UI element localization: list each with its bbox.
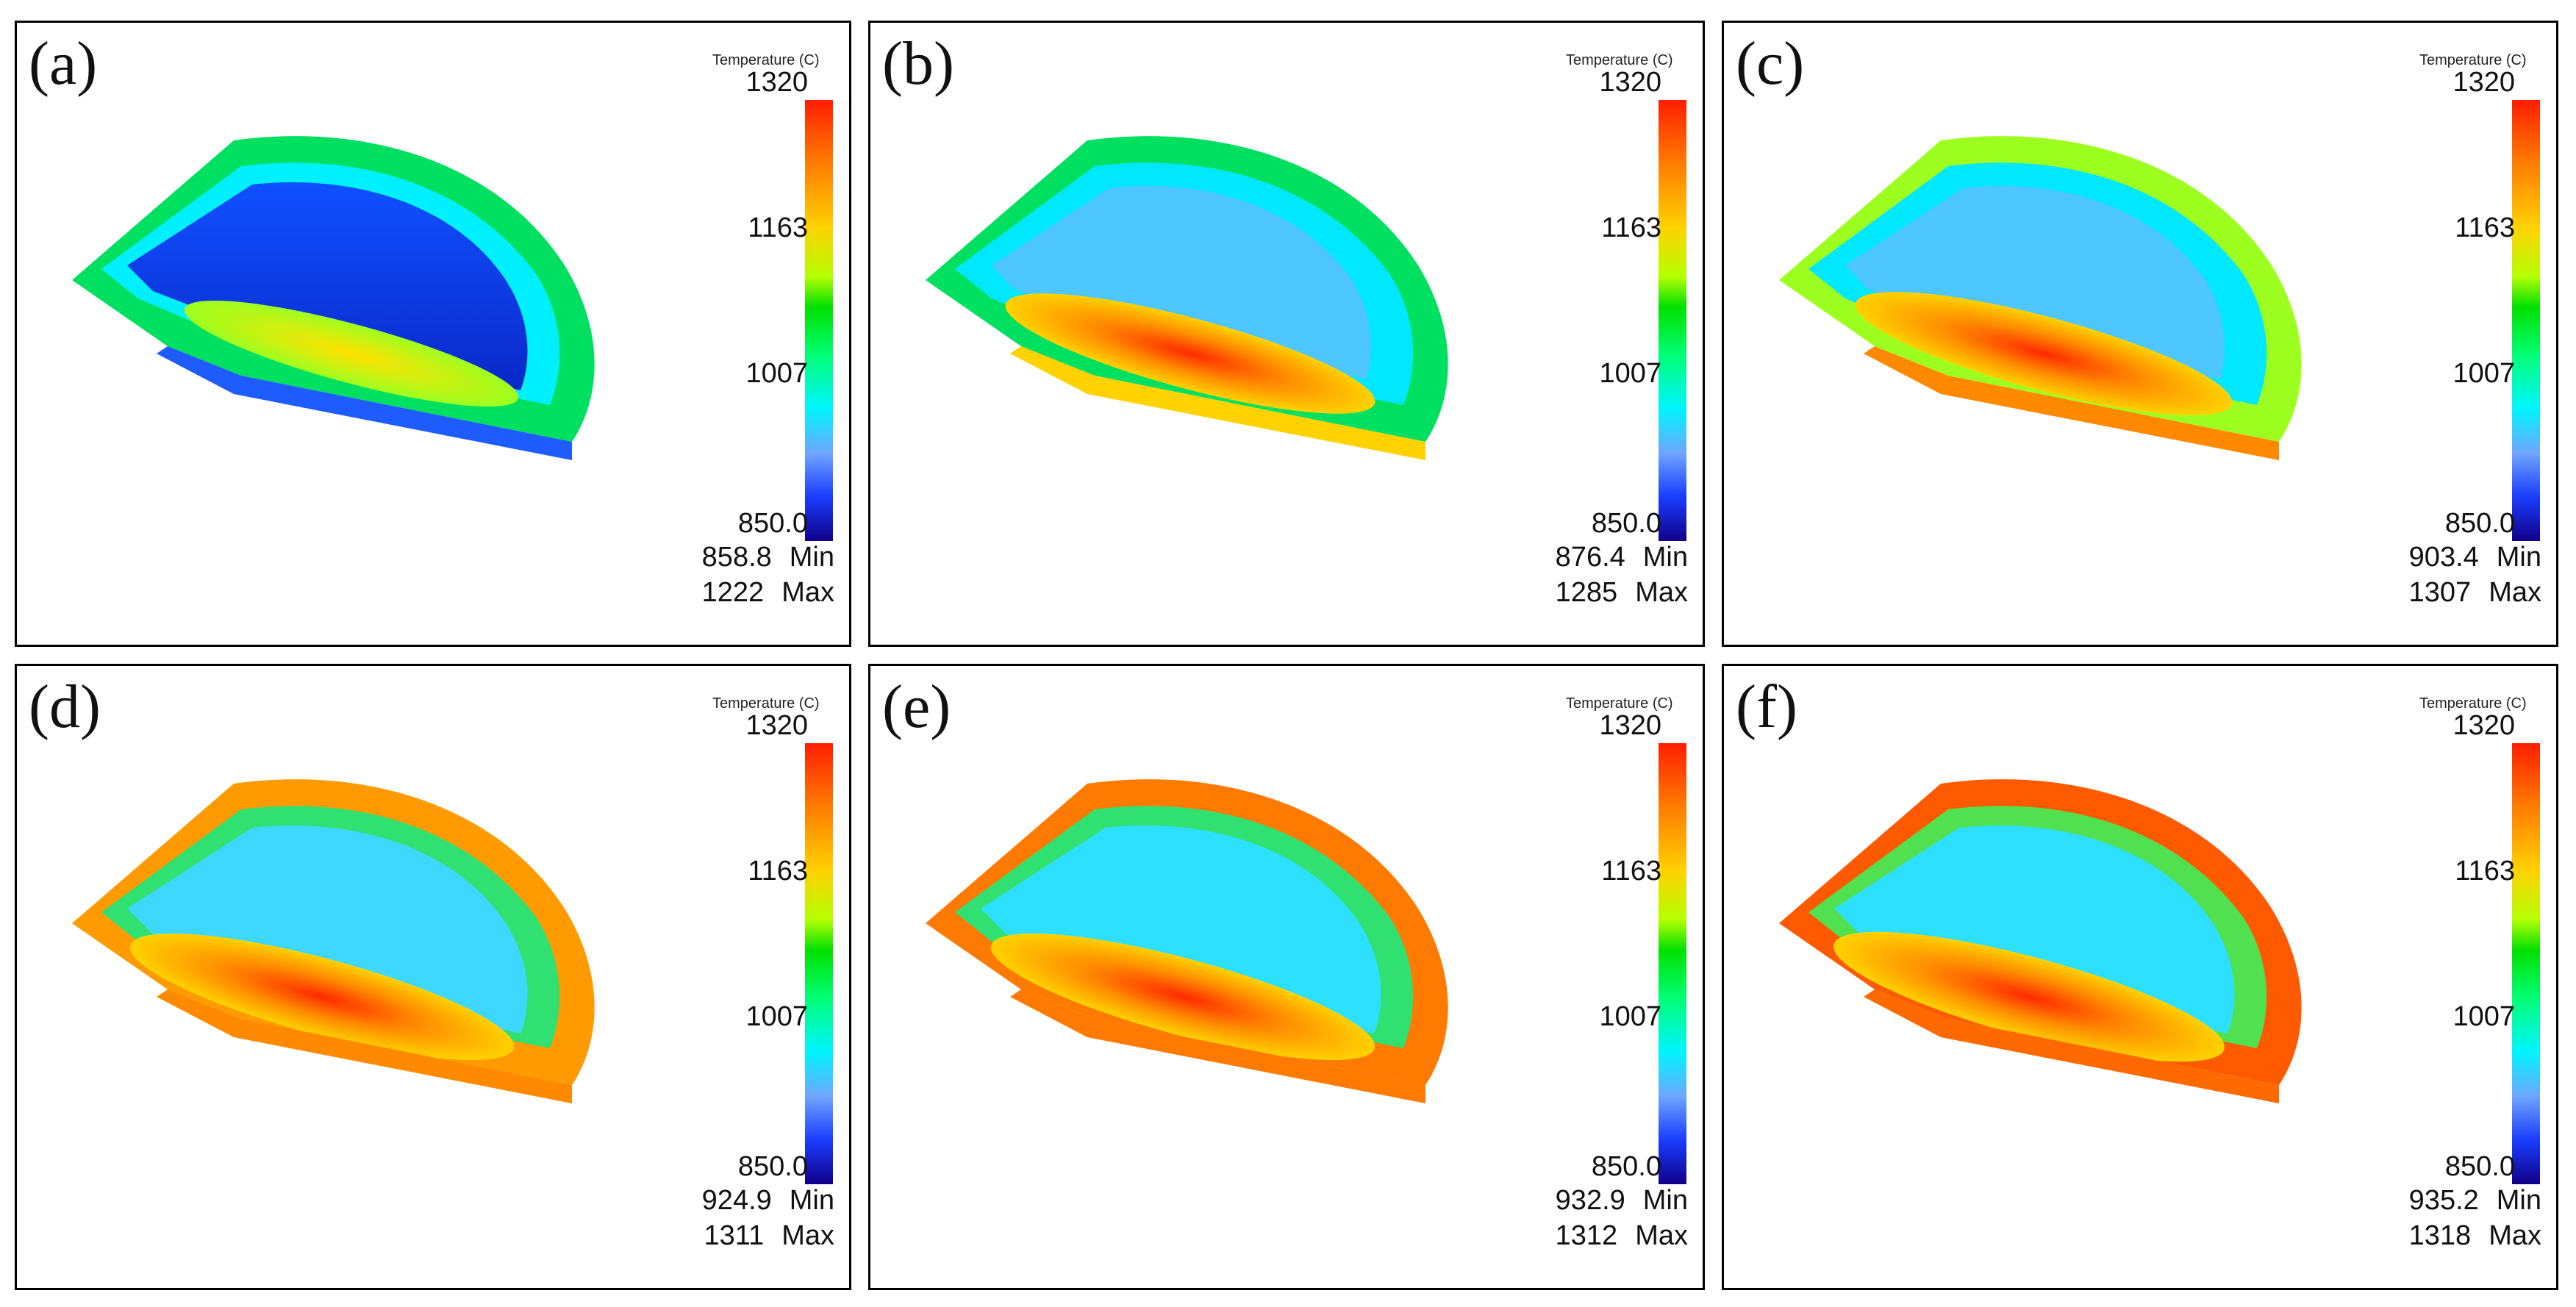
min-value: 932.9: [1555, 1185, 1625, 1216]
min-label: Min: [1642, 542, 1688, 573]
tick-850: 850.0: [1591, 1151, 1661, 1182]
legend-title: Temperature (C): [712, 695, 820, 712]
tick-1320: 1320: [2452, 67, 2515, 98]
tick-1007: 1007: [2452, 358, 2515, 389]
min-value-row: 935.2 Min: [2409, 1185, 2541, 1217]
color-scale-bar: [1659, 100, 1686, 541]
temperature-contour-shape: [57, 776, 645, 1188]
legend-title: Temperature (C): [712, 52, 820, 68]
legend-title: Temperature (C): [2419, 52, 2527, 68]
max-label: Max: [1635, 577, 1688, 608]
min-value: 903.4: [2408, 542, 2479, 573]
min-label: Min: [789, 1185, 834, 1216]
panel-e: (e) Temperature (C) 1320 1163 1007 850.0…: [868, 664, 1705, 1290]
min-value-row: 924.9 Min: [702, 1185, 834, 1217]
panel-label: (c): [1736, 29, 1805, 98]
max-value-row: 1311 Max: [704, 1220, 834, 1252]
panel-d: (d) Temperature (C) 1320 1163 1007 850.0…: [15, 664, 851, 1290]
min-value-row: 858.8 Min: [702, 542, 834, 573]
min-value-row: 876.4 Min: [1556, 542, 1688, 573]
temperature-contour-shape: [1764, 133, 2353, 545]
tick-1320: 1320: [1599, 710, 1661, 741]
legend-title: Temperature (C): [2419, 695, 2527, 712]
max-value-row: 1318 Max: [2409, 1220, 2541, 1252]
max-label: Max: [1635, 1220, 1688, 1251]
max-value-row: 1285 Max: [1556, 577, 1688, 609]
max-value: 1307: [2408, 577, 2472, 608]
legend-title: Temperature (C): [1566, 52, 1673, 68]
tick-850: 850.0: [737, 508, 808, 539]
panel-label: (b): [882, 29, 954, 98]
min-label: Min: [2496, 1185, 2541, 1216]
tick-850: 850.0: [2444, 508, 2515, 539]
panel-f: (f) Temperature (C) 1320 1163 1007 850.0…: [1722, 664, 2558, 1290]
max-value-row: 1307 Max: [2409, 577, 2541, 609]
tick-1163: 1163: [2455, 212, 2515, 243]
max-value: 1318: [2408, 1220, 2472, 1251]
tick-1007: 1007: [2452, 1001, 2515, 1032]
panel-b: (b) Temperature (C) 1320 1163 1007 850.0…: [868, 21, 1705, 647]
tick-1320: 1320: [1599, 67, 1661, 98]
tick-1007: 1007: [745, 358, 808, 389]
tick-1007: 1007: [745, 1001, 808, 1032]
color-scale-bar: [2512, 743, 2540, 1184]
max-value: 1311: [704, 1220, 765, 1251]
temperature-contour-shape: [911, 133, 1499, 545]
tick-1007: 1007: [1599, 358, 1661, 389]
tick-1320: 1320: [2452, 710, 2515, 741]
tick-1320: 1320: [745, 710, 808, 741]
panel-a: (a) Temperature (C) 1320 1163 1007 850.0…: [15, 21, 851, 647]
min-label: Min: [1642, 1185, 1688, 1216]
max-label: Max: [2489, 1220, 2541, 1251]
tick-850: 850.0: [737, 1151, 808, 1182]
temperature-contour-shape: [911, 776, 1499, 1188]
min-value: 935.2: [2408, 1185, 2479, 1216]
min-value: 858.8: [701, 542, 772, 573]
panel-label: (a): [29, 29, 98, 98]
tick-1007: 1007: [1599, 1001, 1661, 1032]
max-value-row: 1312 Max: [1556, 1220, 1688, 1252]
tick-850: 850.0: [2444, 1151, 2515, 1182]
tick-850: 850.0: [1591, 508, 1661, 539]
min-label: Min: [2496, 542, 2541, 573]
min-label: Min: [789, 542, 834, 573]
tick-1163: 1163: [2455, 856, 2515, 887]
legend-title: Temperature (C): [1566, 695, 1673, 712]
min-value: 876.4: [1555, 542, 1625, 573]
min-value-row: 932.9 Min: [1556, 1185, 1688, 1217]
temperature-contour-shape: [1764, 776, 2353, 1188]
max-value: 1312: [1555, 1220, 1618, 1251]
tick-1163: 1163: [748, 212, 808, 243]
panel-label: (d): [29, 673, 101, 741]
color-scale-bar: [2512, 100, 2540, 541]
max-value-row: 1222 Max: [702, 577, 834, 609]
min-value-row: 903.4 Min: [2409, 542, 2541, 573]
max-value: 1222: [701, 577, 765, 608]
panel-label: (e): [882, 673, 951, 741]
max-label: Max: [781, 1220, 834, 1251]
tick-1320: 1320: [745, 67, 808, 98]
max-value: 1285: [1555, 577, 1618, 608]
tick-1163: 1163: [1601, 856, 1661, 887]
max-label: Max: [781, 577, 834, 608]
min-value: 924.9: [701, 1185, 772, 1216]
temperature-contour-shape: [57, 133, 645, 545]
color-scale-bar: [805, 100, 833, 541]
color-scale-bar: [1659, 743, 1686, 1184]
max-label: Max: [2489, 577, 2541, 608]
tick-1163: 1163: [748, 856, 808, 887]
tick-1163: 1163: [1601, 212, 1661, 243]
panel-c: (c) Temperature (C) 1320 1163 1007 850.0…: [1722, 21, 2558, 647]
color-scale-bar: [805, 743, 833, 1184]
panel-label: (f): [1736, 673, 1797, 741]
